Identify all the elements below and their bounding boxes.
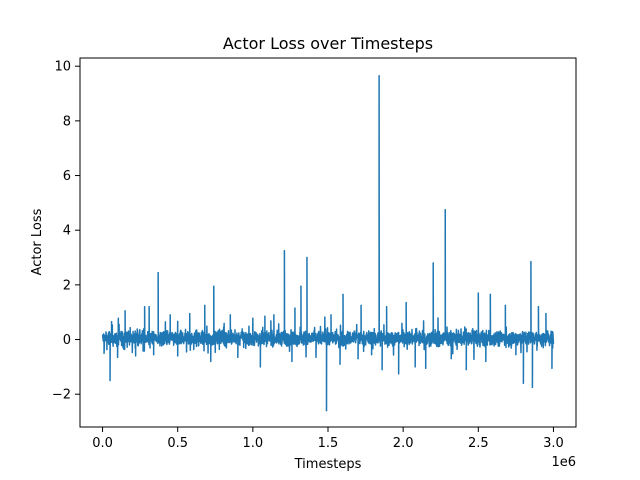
loss-spike-point [378, 75, 380, 77]
x-tick-label: 2.0 [393, 436, 414, 451]
loss-spike-point [551, 367, 553, 369]
x-tick-label: 1.0 [243, 436, 264, 451]
series-layer [101, 75, 555, 412]
loss-spike-point [398, 373, 400, 375]
loss-spike-point [273, 314, 275, 316]
y-tick-label: −2 [52, 388, 71, 403]
loss-spike-point [177, 355, 179, 357]
loss-spike-point [229, 314, 231, 316]
loss-spike-point [169, 314, 171, 316]
loss-spike-point [157, 271, 159, 274]
actor-loss-line [101, 75, 555, 412]
loss-spike-point [489, 293, 491, 296]
loss-spike-point [504, 304, 506, 306]
y-axis-label: Actor Loss [30, 208, 45, 275]
loss-spike-point [153, 353, 155, 356]
loss-spike-point [386, 306, 388, 308]
loss-spike-point [450, 358, 452, 360]
loss-spike-point [306, 256, 308, 259]
loss-spike-point [515, 353, 517, 356]
y-tick-label: 8 [63, 114, 71, 129]
loss-spike-point [414, 366, 416, 368]
loss-spike-point [342, 293, 344, 296]
y-tick-label: 2 [63, 278, 71, 293]
loss-spike-point [189, 312, 191, 315]
x-tick-label: 0.0 [92, 436, 113, 451]
y-tick-label: 6 [63, 169, 71, 184]
loss-spike-point [116, 356, 119, 358]
loss-spike-point [237, 356, 239, 358]
loss-spike-point [339, 363, 341, 365]
loss-spike-point [103, 352, 105, 354]
loss-spike-point [360, 304, 362, 306]
y-axis-ticks: −2 0 2 4 6 8 10 [52, 60, 80, 403]
loss-spike-point [204, 304, 206, 306]
loss-spike-point [110, 321, 113, 323]
chart-title: Actor Loss over Timesteps [223, 34, 433, 53]
x-axis-offset-label: 1e6 [551, 455, 576, 470]
loss-spike-point [381, 369, 383, 371]
x-axis-ticks: 0.0 0.5 1.0 1.5 2.0 2.5 3.0 [92, 427, 564, 451]
loss-spike-point [210, 360, 212, 362]
loss-spike-point [477, 292, 479, 294]
loss-spike-point [465, 369, 467, 371]
y-tick-label: 4 [63, 224, 71, 239]
loss-spike-point [485, 360, 487, 362]
loss-spike-point [124, 310, 126, 312]
x-tick-label: 1.5 [318, 436, 339, 451]
x-axis-label: Timesteps [294, 457, 362, 472]
loss-spike-point [283, 250, 286, 252]
x-tick-label: 3.0 [543, 436, 564, 451]
loss-spike-point [370, 353, 373, 356]
loss-spike-point [537, 306, 540, 308]
y-tick-label: 10 [54, 60, 71, 75]
loss-spike-point [148, 306, 150, 308]
loss-spike-point [432, 262, 434, 264]
loss-spike-point [294, 307, 296, 309]
loss-spike-point [144, 306, 146, 308]
loss-spike-point [522, 382, 524, 384]
loss-spike-point [291, 360, 293, 362]
loss-spike-point [259, 366, 261, 368]
loss-spike-point [109, 379, 111, 382]
plot-area [79, 57, 577, 428]
loss-spike-point [425, 367, 427, 369]
axes-background [80, 58, 576, 427]
loss-spike-point [357, 358, 359, 360]
loss-spike-point [330, 314, 332, 316]
x-tick-label: 0.5 [167, 436, 188, 451]
loss-spike-point [264, 315, 266, 317]
loss-spike-point [300, 285, 302, 287]
loss-spike-point [405, 302, 407, 304]
loss-spike-point [315, 356, 317, 358]
loss-spike-point [135, 355, 137, 357]
loss-spike-point [545, 312, 547, 315]
loss-spike-point [444, 209, 446, 211]
loss-spike-point [213, 285, 215, 287]
x-tick-label: 2.5 [468, 436, 489, 451]
loss-spike-point [325, 410, 328, 412]
loss-spike-point [531, 386, 534, 388]
y-tick-label: 0 [63, 333, 71, 348]
loss-spike-point [530, 261, 532, 263]
